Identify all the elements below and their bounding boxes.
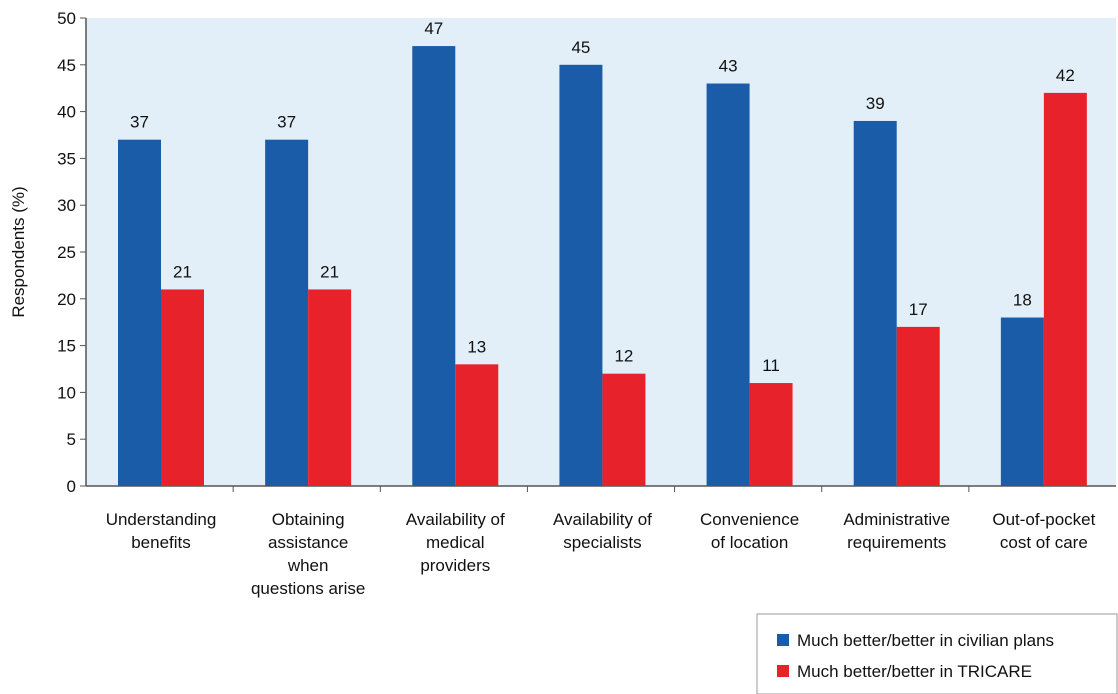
y-tick-label: 25 [57, 243, 76, 262]
y-tick-label: 30 [57, 196, 76, 215]
bar-civilian [853, 120, 897, 487]
category-label: questions arise [251, 579, 365, 598]
y-tick-label: 40 [57, 103, 76, 122]
y-tick-label: 5 [67, 430, 76, 449]
category-label: benefits [131, 533, 191, 552]
legend-swatch [777, 634, 789, 646]
bar-value-label: 42 [1056, 66, 1075, 85]
bar-value-label: 12 [614, 347, 633, 366]
category-label: specialists [563, 533, 641, 552]
legend-swatch [777, 665, 789, 677]
legend-label: Much better/better in civilian plans [797, 631, 1054, 650]
legend [756, 613, 1118, 694]
bar-value-label: 17 [909, 300, 928, 319]
bar-civilian [265, 139, 309, 486]
bar-value-label: 21 [320, 262, 339, 281]
bar-value-label: 39 [866, 94, 885, 113]
bar-value-label: 21 [173, 262, 192, 281]
bar-value-label: 18 [1013, 291, 1032, 310]
y-tick-label: 15 [57, 337, 76, 356]
bar-civilian [1000, 317, 1044, 486]
category-label: Availability of [406, 510, 505, 529]
bar-tricare [455, 364, 499, 486]
category-label: assistance [268, 533, 348, 552]
bar-value-label: 11 [762, 356, 780, 375]
category-label: when [287, 556, 329, 575]
bar-value-label: 37 [277, 113, 296, 132]
category-label: Administrative [843, 510, 950, 529]
category-label: of location [711, 533, 789, 552]
bar-civilian [559, 64, 603, 487]
category-label: cost of care [1000, 533, 1088, 552]
y-tick-label: 0 [67, 477, 76, 496]
bar-tricare [896, 326, 940, 486]
bar-tricare [749, 383, 793, 486]
bar-tricare [602, 373, 646, 486]
y-tick-label: 35 [57, 149, 76, 168]
category-label: Out-of-pocket [992, 510, 1095, 529]
legend-label: Much better/better in TRICARE [797, 662, 1032, 681]
bar-value-label: 43 [719, 57, 738, 76]
y-axis-title: Respondents (%) [9, 186, 28, 317]
y-tick-label: 45 [57, 56, 76, 75]
category-label: Convenience [700, 510, 799, 529]
y-tick-label: 20 [57, 290, 76, 309]
bar-value-label: 13 [467, 337, 486, 356]
bar-tricare [161, 289, 204, 486]
category-label: requirements [847, 533, 946, 552]
category-label: Availability of [553, 510, 652, 529]
bar-civilian [118, 139, 161, 486]
bar-value-label: 37 [130, 113, 149, 132]
y-tick-label: 50 [57, 9, 76, 28]
category-label: providers [420, 556, 490, 575]
y-tick-label: 10 [57, 383, 76, 402]
bar-civilian [412, 46, 456, 486]
category-label: Understanding [106, 510, 217, 529]
category-label: Obtaining [272, 510, 345, 529]
bar-civilian [706, 83, 750, 487]
bar-value-label: 47 [424, 19, 443, 38]
category-label: medical [426, 533, 485, 552]
bar-tricare [308, 289, 352, 486]
bar-value-label: 45 [571, 38, 590, 57]
bar-tricare [1043, 92, 1087, 486]
